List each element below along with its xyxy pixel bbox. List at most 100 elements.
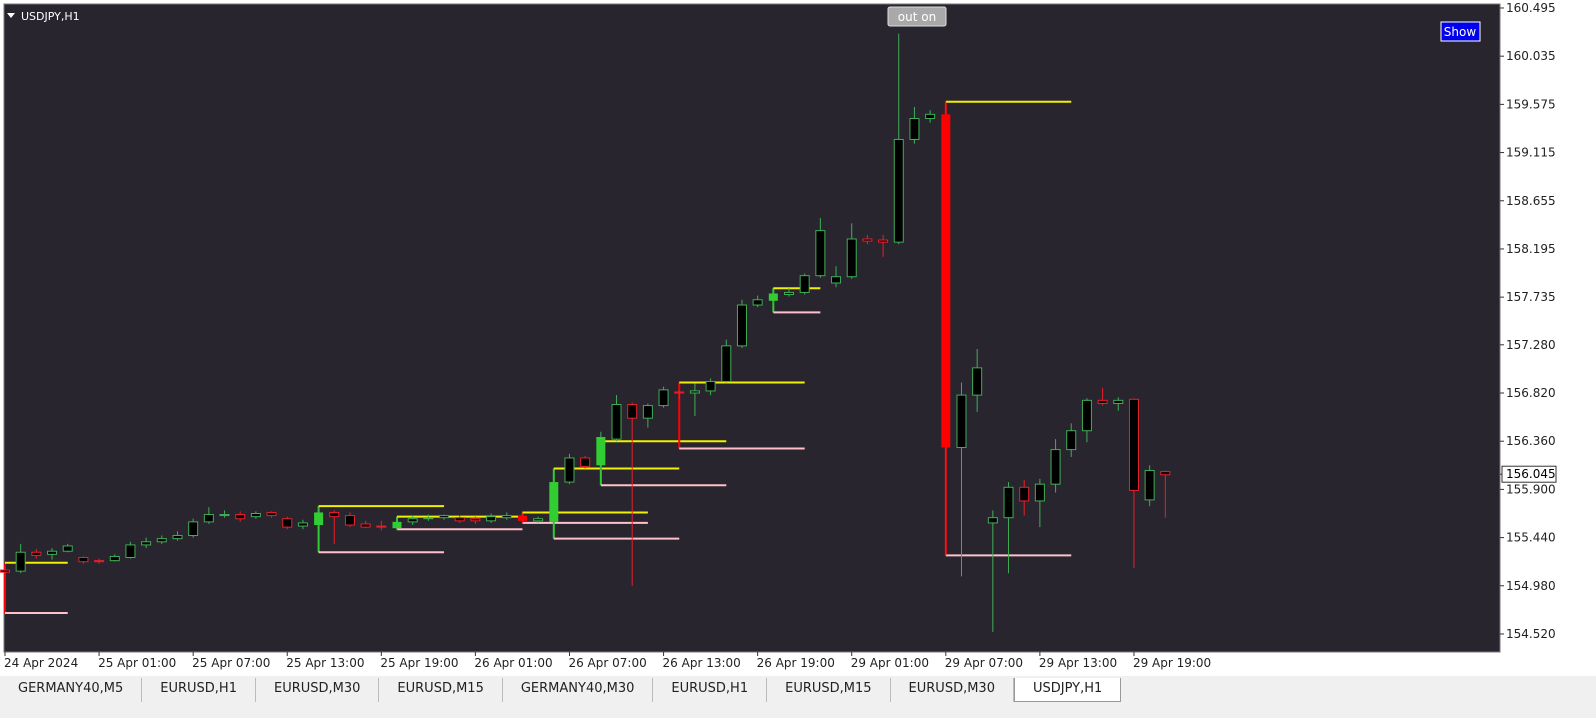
y-tick-label: 154.980: [1506, 579, 1556, 593]
y-tick-label: 158.655: [1506, 194, 1556, 208]
candle-body: [564, 457, 575, 483]
candle-body: [1160, 471, 1171, 476]
candle-body: [297, 522, 308, 527]
candle-body: [878, 239, 889, 243]
y-tick-label: 157.735: [1506, 290, 1556, 304]
candle-body: [799, 275, 810, 293]
candle-body: [1113, 399, 1124, 404]
candle-body: [360, 523, 371, 528]
tab[interactable]: GERMANY40,M5: [0, 678, 143, 702]
y-tick-label: 160.035: [1506, 49, 1556, 63]
candle-body: [0, 569, 10, 573]
candle-body: [188, 521, 199, 536]
out-on-button[interactable]: [887, 6, 947, 27]
y-tick-label: 157.280: [1506, 338, 1556, 352]
x-tick-label: 26 Apr 19:00: [757, 656, 835, 670]
y-tick-label: 158.195: [1506, 242, 1556, 256]
candle-body: [846, 238, 857, 278]
candle-body: [987, 517, 998, 524]
candle-body: [156, 538, 167, 543]
plot-area: [3, 3, 1501, 653]
candle-body: [501, 515, 512, 519]
y-tick-label: 154.520: [1506, 627, 1556, 641]
last-price-label: 156.045: [1506, 467, 1556, 481]
candle-body: [376, 525, 387, 528]
candle-body: [235, 514, 246, 520]
tab[interactable]: EURUSD,M15: [767, 678, 891, 702]
x-tick-label: 26 Apr 13:00: [663, 656, 741, 670]
out-on-label[interactable]: out on: [898, 10, 936, 24]
x-tick-label: 25 Apr 13:00: [286, 656, 364, 670]
candle-body: [611, 404, 622, 440]
candle-body: [439, 515, 450, 519]
candle-body: [486, 516, 497, 522]
candle-body: [815, 230, 826, 277]
x-tick-label: 26 Apr 07:00: [568, 656, 646, 670]
show-label[interactable]: Show: [1444, 25, 1477, 39]
candle-body: [125, 544, 136, 558]
candle-body: [47, 550, 58, 555]
candle-body: [266, 511, 277, 517]
chart: USDJPY,H1 out on Show 160.495 160.035 159.…: [0, 0, 1596, 676]
candle-body: [941, 114, 951, 448]
candle-body: [78, 556, 89, 563]
candle-body: [549, 482, 559, 522]
tab-bar: GERMANY40,M5 EURUSD,H1 EURUSD,M30 EURUSD,M1…: [0, 678, 1122, 702]
x-tick-label: 25 Apr 07:00: [192, 656, 270, 670]
candle-body: [705, 380, 716, 392]
chart-title: USDJPY,H1: [21, 10, 80, 23]
candle-body: [752, 299, 763, 306]
candle-body: [1081, 399, 1092, 432]
candle-body: [1144, 470, 1155, 501]
x-tick-label: 25 Apr 01:00: [98, 656, 176, 670]
tab[interactable]: EURUSD,M30: [891, 678, 1014, 702]
y-tick-label: 156.360: [1506, 434, 1556, 448]
x-tick-label: 24 Apr 2024: [4, 656, 78, 670]
tab[interactable]: EURUSD,M15: [379, 678, 503, 702]
candle-body: [596, 437, 606, 466]
candle-body: [282, 518, 293, 528]
candle-body: [1050, 449, 1061, 485]
tab[interactable]: EURUSD,H1: [653, 678, 768, 702]
candle-body: [203, 514, 214, 523]
candle-body: [62, 545, 73, 552]
y-tick-label: 156.820: [1506, 386, 1556, 400]
candle-body: [972, 367, 983, 396]
candle-body: [658, 389, 669, 407]
candle-body: [31, 551, 42, 556]
candle-body: [407, 518, 418, 523]
candle-body: [580, 457, 591, 467]
y-tick-label: 155.900: [1506, 482, 1556, 496]
candle-body: [314, 512, 324, 526]
show-button[interactable]: [1440, 21, 1481, 42]
candle-body: [925, 113, 936, 120]
candle-body: [1003, 486, 1014, 519]
x-tick-label: 29 Apr 13:00: [1039, 656, 1117, 670]
candle-body: [893, 138, 904, 243]
candle-body: [721, 345, 732, 382]
candle-body: [219, 514, 230, 517]
candle-body: [1128, 398, 1139, 491]
candle-body: [423, 517, 434, 520]
candle-body: [517, 515, 527, 521]
candle-body: [172, 534, 183, 540]
last-price-box: [1501, 465, 1557, 483]
candle-body: [250, 512, 261, 518]
candle-body: [627, 404, 638, 419]
menu-arrow[interactable]: [7, 13, 15, 18]
candle-body: [392, 521, 402, 529]
x-tick-label: 29 Apr 01:00: [851, 656, 929, 670]
candle-body: [533, 518, 544, 522]
candle-body: [831, 276, 842, 284]
candle-body: [674, 391, 685, 394]
y-tick-label: 159.115: [1506, 146, 1556, 160]
tab[interactable]: USDJPY,H1: [1013, 678, 1122, 702]
candle-body: [109, 555, 120, 562]
tab[interactable]: GERMANY40,M30: [503, 678, 654, 702]
tab[interactable]: EURUSD,M30: [256, 678, 380, 702]
candle-body: [1097, 399, 1108, 404]
tab[interactable]: EURUSD,H1: [142, 678, 256, 702]
x-tick-label: 25 Apr 19:00: [380, 656, 458, 670]
candle-body: [736, 304, 747, 347]
